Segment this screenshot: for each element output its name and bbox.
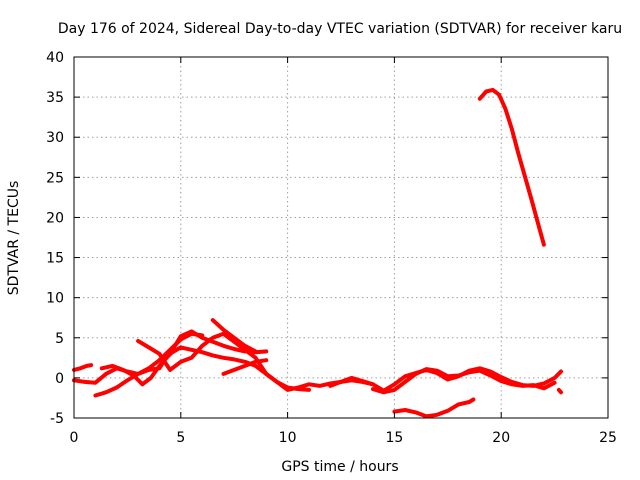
series-track-8 [221, 358, 269, 376]
y-tick-label: 5 [55, 331, 64, 347]
x-tick-label: 10 [279, 430, 297, 446]
y-tick-label: 10 [46, 291, 64, 307]
series-track-11 [392, 397, 476, 419]
series-track-4 [93, 331, 205, 398]
y-tick-label: 15 [46, 251, 64, 267]
series-track-6 [136, 331, 311, 392]
series-track-7 [210, 318, 258, 354]
chart-title: Day 176 of 2024, Sidereal Day-to-day VTE… [58, 21, 622, 37]
x-tick-label: 25 [599, 430, 617, 446]
series-track-1 [477, 87, 546, 247]
series-track-12 [556, 387, 563, 395]
series-track-2 [72, 363, 94, 372]
grid [74, 57, 608, 418]
series-track-5 [99, 329, 269, 387]
y-tick-label: 40 [46, 50, 64, 66]
series-track-10 [371, 367, 557, 395]
x-tick-label: 0 [70, 430, 79, 446]
tick-labels: 0 5 10 15 20 25 -5 0 5 10 15 20 25 30 35 40 [46, 50, 617, 446]
ticks [73, 56, 609, 419]
x-axis-label: GPS time / hours [281, 459, 398, 475]
series-group [72, 87, 563, 419]
y-tick-label: 25 [46, 170, 64, 186]
plot-frame [73, 56, 609, 419]
y-tick-label: 35 [46, 90, 64, 106]
x-tick-label: 15 [385, 430, 403, 446]
x-tick-label: 5 [176, 430, 185, 446]
x-tick-label: 20 [492, 430, 510, 446]
y-axis-label: SDTVAR / TECUs [6, 181, 22, 296]
y-tick-label: -5 [50, 411, 64, 427]
y-tick-label: 30 [46, 130, 64, 146]
y-tick-label: 0 [55, 371, 64, 387]
y-tick-label: 20 [46, 210, 64, 226]
